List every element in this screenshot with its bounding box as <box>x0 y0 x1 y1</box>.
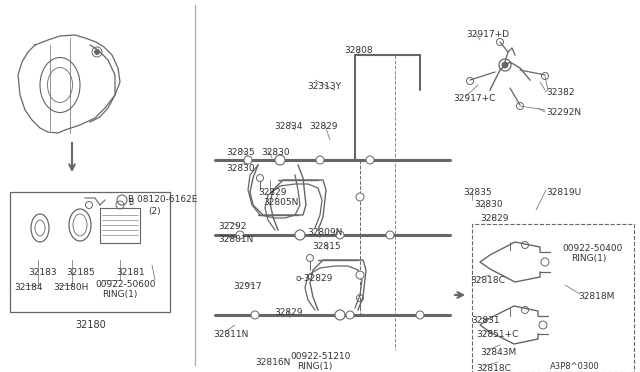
Text: 00922-50600: 00922-50600 <box>95 280 156 289</box>
Text: 32811N: 32811N <box>213 330 248 339</box>
Text: RING(1): RING(1) <box>102 290 138 299</box>
Text: 32183: 32183 <box>28 268 56 277</box>
Text: 00922-50400: 00922-50400 <box>562 244 622 253</box>
Text: 32818C: 32818C <box>476 364 511 372</box>
Circle shape <box>386 231 394 239</box>
Text: 32829: 32829 <box>309 122 337 131</box>
Text: 32184: 32184 <box>14 283 42 292</box>
Text: 32843M: 32843M <box>480 348 516 357</box>
Text: 32831: 32831 <box>471 316 500 325</box>
Bar <box>100 208 140 243</box>
Text: 32292N: 32292N <box>546 108 581 117</box>
Bar <box>472 224 634 372</box>
Text: 32382: 32382 <box>546 88 575 97</box>
Text: 32835: 32835 <box>226 148 255 157</box>
Text: 32801N: 32801N <box>218 235 253 244</box>
Text: 32815: 32815 <box>312 242 340 251</box>
Text: 32818M: 32818M <box>578 292 614 301</box>
Text: 32917+D: 32917+D <box>466 30 509 39</box>
Circle shape <box>336 231 344 239</box>
Text: 32917+C: 32917+C <box>453 94 495 103</box>
Circle shape <box>539 321 547 329</box>
Text: RING(1): RING(1) <box>297 362 332 371</box>
Text: 32830: 32830 <box>226 164 255 173</box>
Text: 32181: 32181 <box>116 268 145 277</box>
Text: A3P8^0300: A3P8^0300 <box>550 362 600 371</box>
Text: 32185: 32185 <box>66 268 95 277</box>
Circle shape <box>502 62 508 68</box>
Text: B 08120-6162E: B 08120-6162E <box>128 195 197 204</box>
Circle shape <box>356 193 364 201</box>
Text: 00922-51210: 00922-51210 <box>290 352 350 361</box>
Circle shape <box>316 156 324 164</box>
Bar <box>10 192 170 312</box>
Circle shape <box>95 49 99 55</box>
Text: 32829: 32829 <box>480 214 509 223</box>
Circle shape <box>295 230 305 240</box>
Text: 32816N: 32816N <box>255 358 291 367</box>
Text: 32180H: 32180H <box>53 283 88 292</box>
Text: 32313Y: 32313Y <box>307 82 341 91</box>
Text: 32851+C: 32851+C <box>476 330 518 339</box>
Circle shape <box>244 156 252 164</box>
Text: 32829: 32829 <box>274 308 303 317</box>
Circle shape <box>346 311 354 319</box>
Circle shape <box>335 310 345 320</box>
Text: 32805N: 32805N <box>263 198 298 207</box>
Text: 32180: 32180 <box>75 320 106 330</box>
Text: 32292: 32292 <box>218 222 246 231</box>
Text: 32808: 32808 <box>344 46 372 55</box>
Text: o-32829: o-32829 <box>295 274 332 283</box>
Text: 32830: 32830 <box>474 200 502 209</box>
Circle shape <box>236 231 244 239</box>
Text: 32829: 32829 <box>258 188 287 197</box>
Text: 32809N: 32809N <box>307 228 342 237</box>
Circle shape <box>275 155 285 165</box>
Text: 32830: 32830 <box>261 148 290 157</box>
Text: 32818C: 32818C <box>470 276 505 285</box>
Text: RING(1): RING(1) <box>571 254 606 263</box>
Text: 32819U: 32819U <box>546 188 581 197</box>
Circle shape <box>251 311 259 319</box>
Text: 32835: 32835 <box>463 188 492 197</box>
Text: (2): (2) <box>148 207 161 216</box>
Circle shape <box>356 271 364 279</box>
Text: 32917: 32917 <box>233 282 262 291</box>
Circle shape <box>416 311 424 319</box>
Text: 32834: 32834 <box>274 122 303 131</box>
Circle shape <box>366 156 374 164</box>
Text: B: B <box>128 198 133 207</box>
Circle shape <box>541 258 549 266</box>
